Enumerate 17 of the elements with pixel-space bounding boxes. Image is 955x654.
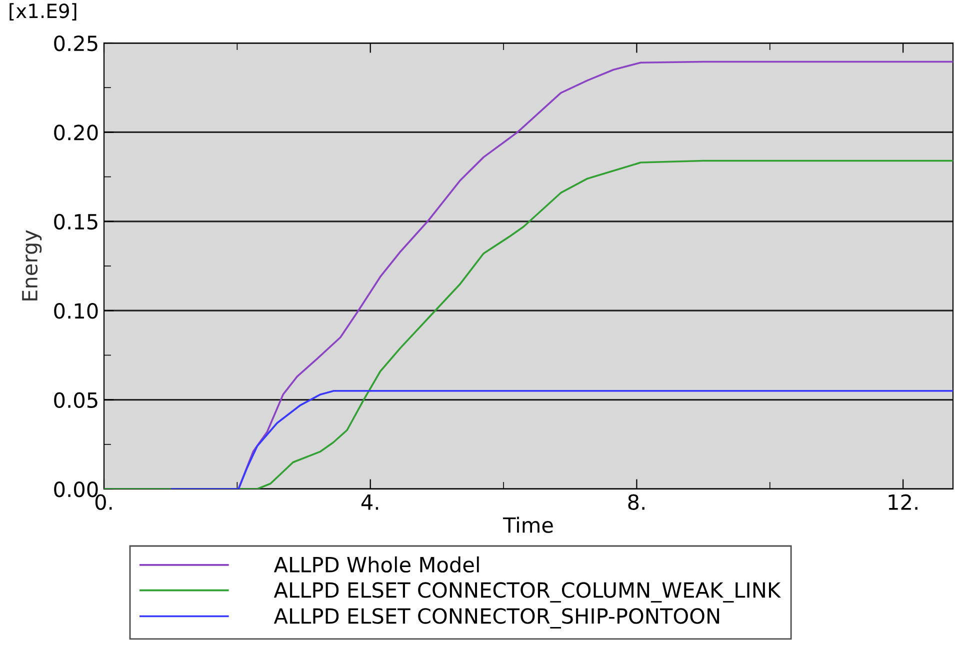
y-axis-title: Energy — [22, 230, 42, 300]
y-tick-label: 0.00 — [54, 481, 98, 498]
y-tick-label: 0.25 — [54, 35, 98, 52]
x-tick-label: 8. — [628, 494, 644, 510]
x-tick-label: 0. — [95, 494, 112, 510]
x-tick-label: 12. — [888, 494, 918, 510]
legend-label: ALLPD ELSET CONNECTOR_SHIP-PONTOON — [274, 608, 720, 628]
text: [x1.E9] — [10, 3, 76, 21]
legend-label: ALLPD ELSET CONNECTOR_COLUMN_WEAK_LINK — [274, 582, 782, 603]
y-tick-label: 0.15 — [54, 214, 98, 230]
line-series — [171, 390, 953, 489]
x-axis-title: Time — [502, 516, 553, 533]
y-tick-label: 0.20 — [54, 124, 98, 140]
legend-label: ALLPD Whole Model — [274, 556, 479, 573]
y-tick-label: 0.10 — [54, 303, 98, 319]
x-tick-label: 4. — [361, 494, 378, 510]
y-tick-label: 0.05 — [54, 392, 98, 408]
